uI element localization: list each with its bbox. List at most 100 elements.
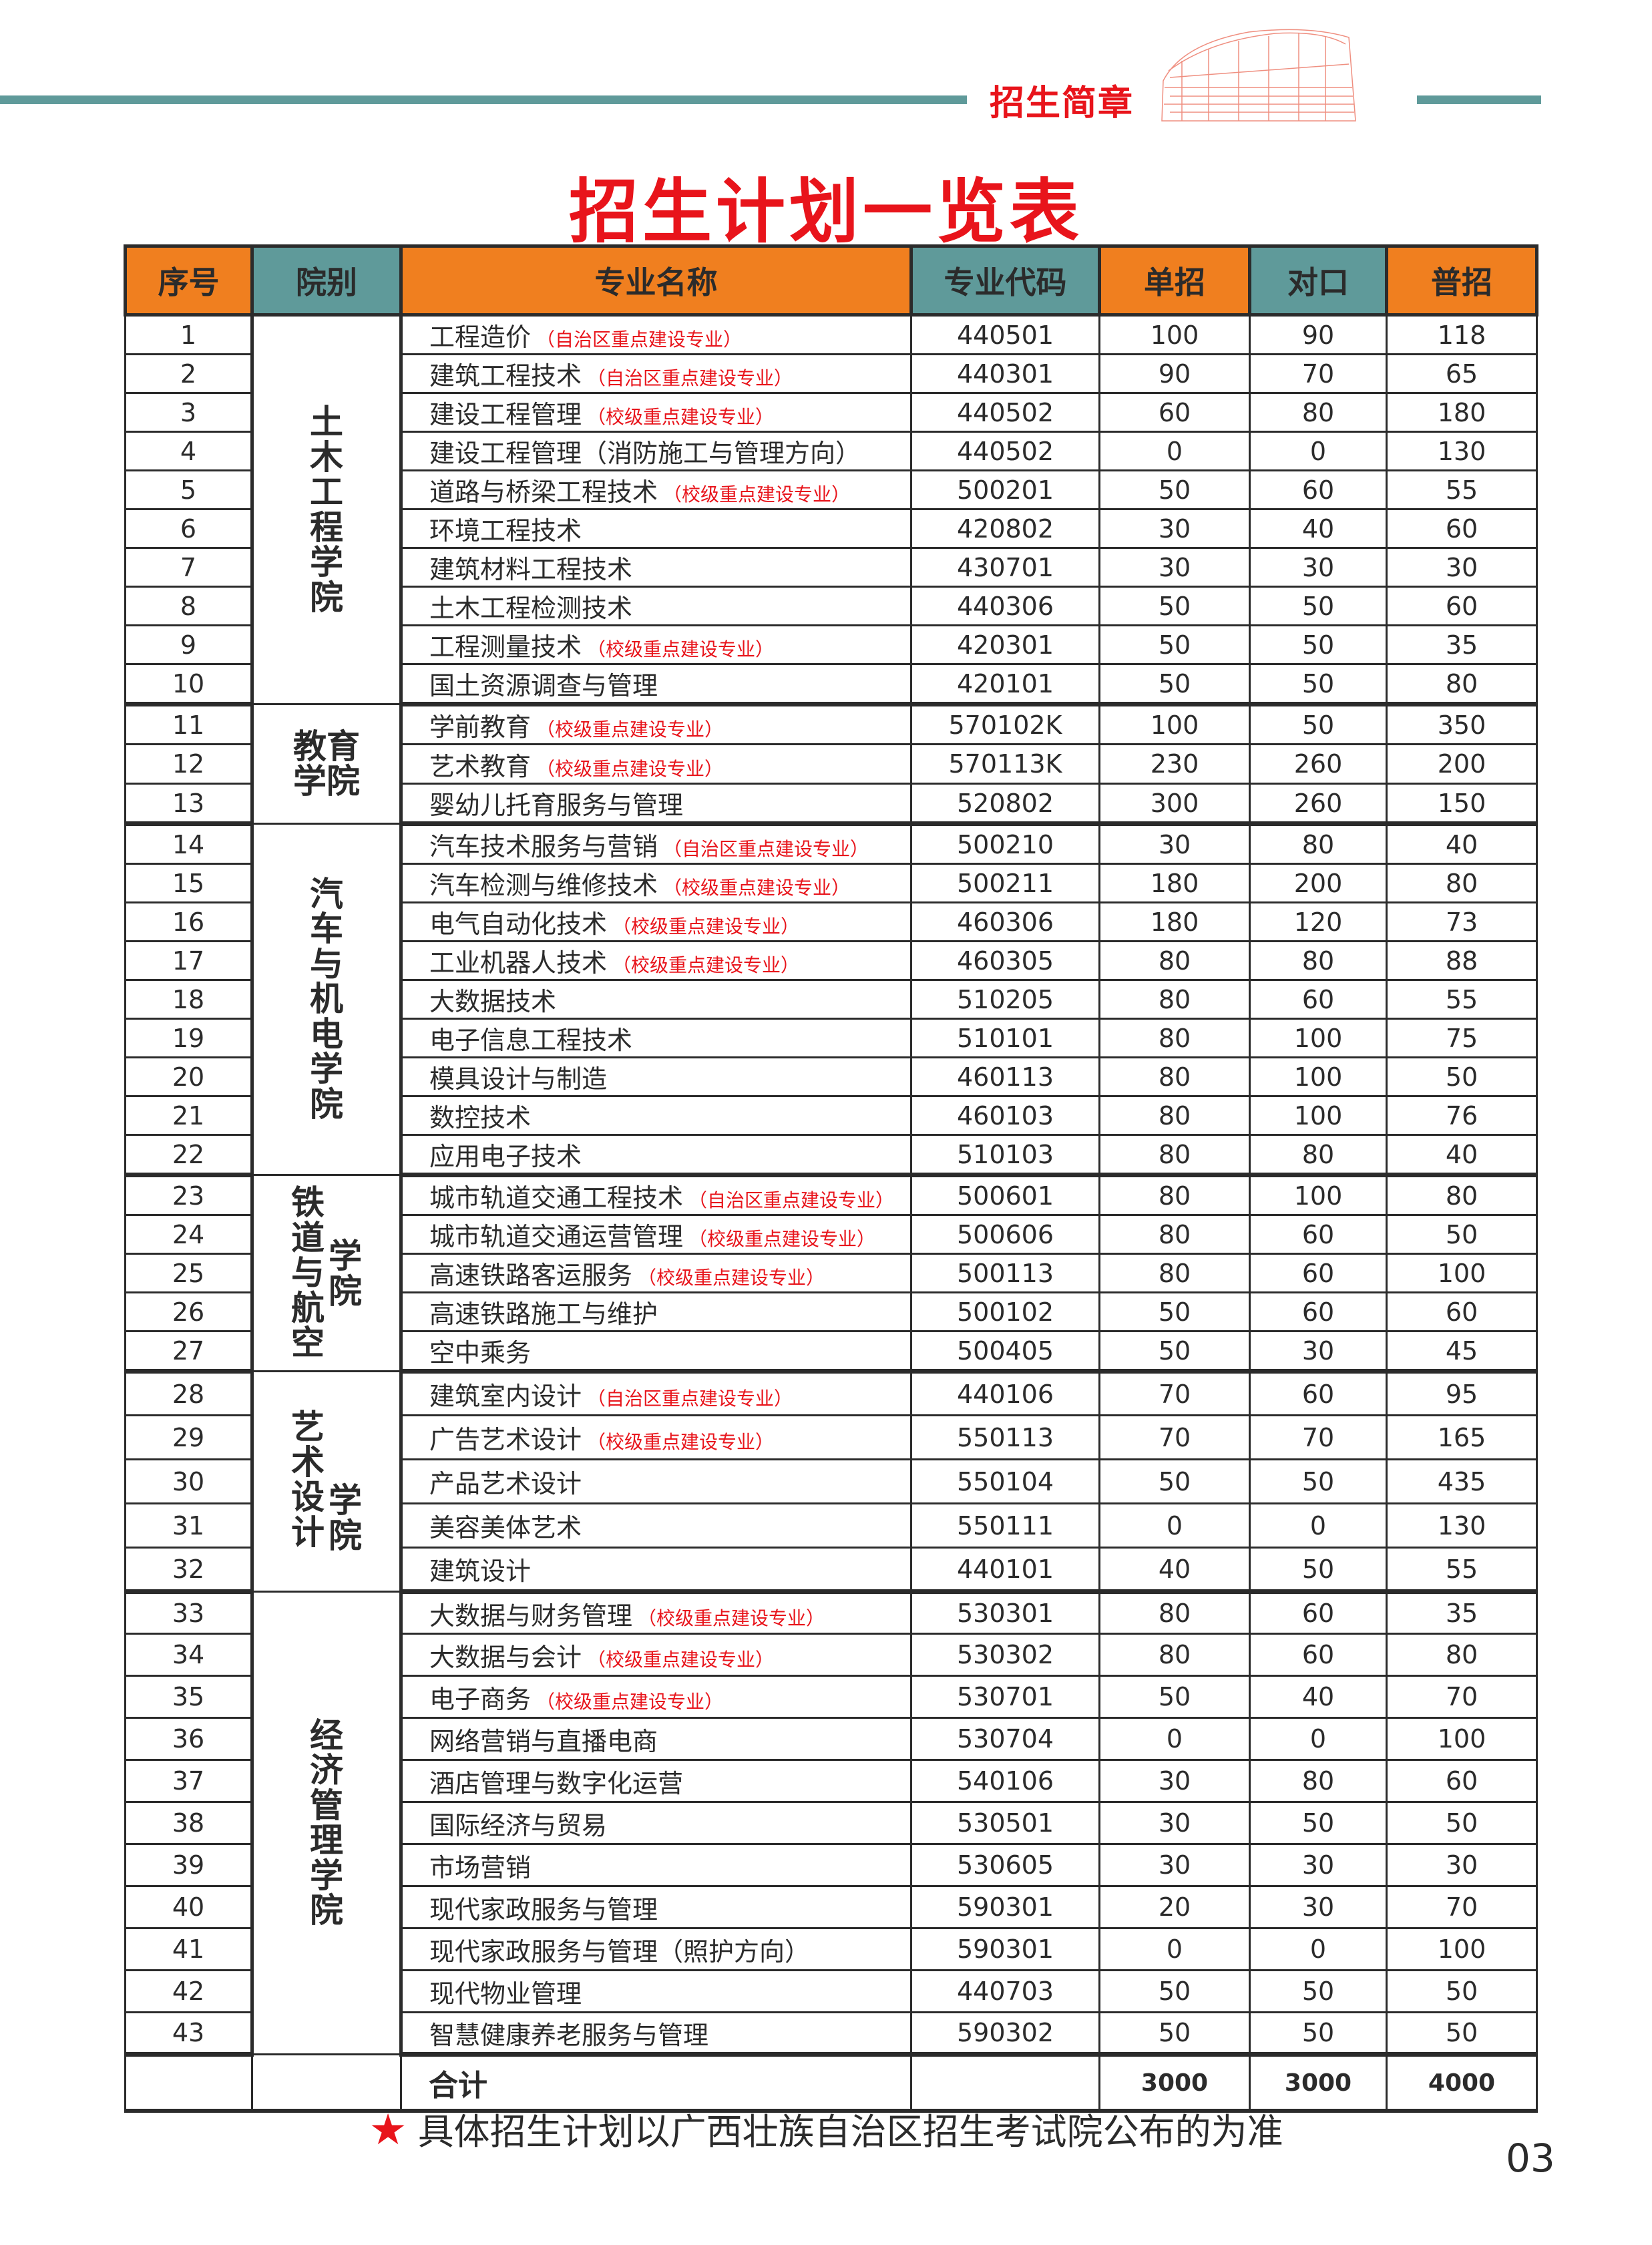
single-exam-quota: 50: [1098, 469, 1251, 510]
vocational-quota: 60: [1249, 1291, 1388, 1332]
table-row: 11 教育学院 学前教育 （校级重点建设专业） 570102K 100 50 350: [124, 703, 1538, 825]
major-name-text: 高速铁路客运服务: [429, 1261, 633, 1290]
college-name: 教育学院: [250, 703, 403, 825]
table-row: 39 市场营销 530605 30 30 30: [124, 1843, 1538, 1887]
vocational-quota: 90: [1249, 314, 1388, 355]
major-code: 550104: [910, 1458, 1100, 1504]
table-row: 36 网络营销与直播电商 530704 0 0 100: [124, 1717, 1538, 1761]
major-name-text: 建设工程管理（消防施工与管理方向）: [429, 439, 861, 468]
major-name-text: 现代物业管理: [429, 1979, 582, 2009]
single-exam-quota: 80: [1098, 1018, 1251, 1058]
vocational-quota: 30: [1249, 1885, 1388, 1929]
major-name-text: 电子商务: [429, 1684, 532, 1714]
key-major-note: （校级重点建设专业）: [536, 1690, 724, 1713]
major-name: 建设工程管理（消防施工与管理方向）: [400, 431, 912, 471]
major-name: 建设工程管理 （校级重点建设专业）: [400, 392, 912, 433]
single-exam-quota: 30: [1098, 1801, 1251, 1845]
general-quota: 95: [1386, 1370, 1538, 1416]
college-name-text: 经济管理学院: [310, 1715, 343, 1930]
single-exam-quota: 90: [1098, 353, 1251, 394]
major-name-text: 建筑工程技术: [429, 361, 582, 391]
major-name-text: 大数据与会计: [429, 1642, 582, 1672]
table-row: 22 应用电子技术 510103 80 80 40: [124, 1134, 1538, 1177]
single-exam-quota: 80: [1098, 1591, 1251, 1635]
major-name: 建筑材料工程技术: [400, 547, 912, 588]
table-row: 8 土木工程检测技术 440306 50 50 60: [124, 586, 1538, 626]
single-exam-quota: 80: [1098, 1134, 1251, 1177]
major-name: 国土资源调查与管理: [400, 663, 912, 706]
total-empty-cell: [910, 2053, 1100, 2113]
major-name: 汽车技术服务与营销 （自治区重点建设专业）: [400, 823, 912, 865]
major-name-text: 数控技术: [429, 1103, 532, 1133]
major-name: 模具设计与制造: [400, 1056, 912, 1097]
table-row: 12 艺术教育 （校级重点建设专业） 570113K 230 260 200: [124, 743, 1538, 785]
row-number: 37: [124, 1759, 253, 1803]
header-rule-right: [1417, 95, 1541, 104]
college-name: 铁道与航空学院: [250, 1174, 403, 1372]
table-row: 25 高速铁路客运服务 （校级重点建设专业） 500113 80 60 100: [124, 1253, 1538, 1293]
major-code: 420101: [910, 663, 1100, 706]
key-major-note: （校级重点建设专业）: [587, 638, 775, 660]
row-number: 41: [124, 1927, 253, 1971]
single-exam-quota: 80: [1098, 1056, 1251, 1097]
major-name: 应用电子技术: [400, 1134, 912, 1177]
major-code: 530704: [910, 1717, 1100, 1761]
vocational-quota: 50: [1249, 1801, 1388, 1845]
single-exam-quota: 50: [1098, 1291, 1251, 1332]
major-code: 550111: [910, 1502, 1100, 1549]
total-empty-cell: [251, 2053, 402, 2113]
college-name-part: 铁道与航空: [291, 1183, 325, 1363]
brand-label: 招生简章: [990, 83, 1134, 124]
major-name: 建筑室内设计 （自治区重点建设专业）: [400, 1370, 912, 1416]
table-row: 43 智慧健康养老服务与管理 590302 50 50 50: [124, 2011, 1538, 2057]
table-row: 37 酒店管理与数字化运营 540106 30 80 60: [124, 1759, 1538, 1803]
general-quota: 100: [1386, 1927, 1538, 1971]
vocational-quota: 0: [1249, 1927, 1388, 1971]
major-code: 500405: [910, 1330, 1100, 1374]
single-exam-quota: 230: [1098, 743, 1251, 785]
general-quota: 50: [1386, 1801, 1538, 1845]
row-number: 17: [124, 940, 253, 981]
major-code: 500606: [910, 1214, 1100, 1255]
general-quota: 50: [1386, 1056, 1538, 1097]
single-exam-quota: 30: [1098, 823, 1251, 865]
general-quota: 50: [1386, 1969, 1538, 2013]
major-name: 国际经济与贸易: [400, 1801, 912, 1845]
vocational-quota: 100: [1249, 1095, 1388, 1136]
major-name-text: 酒店管理与数字化运营: [429, 1768, 684, 1798]
single-exam-quota: 50: [1098, 1458, 1251, 1504]
major-code: 460305: [910, 940, 1100, 981]
vocational-quota: 0: [1249, 431, 1388, 471]
row-number: 10: [124, 663, 253, 706]
single-exam-quota: 0: [1098, 1717, 1251, 1761]
row-number: 6: [124, 508, 253, 549]
major-code: 440502: [910, 392, 1100, 433]
single-exam-quota: 50: [1098, 586, 1251, 626]
general-quota: 435: [1386, 1458, 1538, 1504]
single-exam-quota: 50: [1098, 1330, 1251, 1374]
general-quota: 55: [1386, 979, 1538, 1020]
vocational-quota: 80: [1249, 392, 1388, 433]
general-quota: 60: [1386, 508, 1538, 549]
major-name: 电子信息工程技术: [400, 1018, 912, 1058]
table-row: 10 国土资源调查与管理 420101 50 50 80: [124, 663, 1538, 706]
row-number: 19: [124, 1018, 253, 1058]
table-row: 1 土木工程学院 工程造价 （自治区重点建设专业） 440501 100 90 118: [124, 314, 1538, 705]
college-name: 土木工程学院: [250, 314, 403, 705]
general-quota: 75: [1386, 1018, 1538, 1058]
major-code: 540106: [910, 1759, 1100, 1803]
major-code: 590302: [910, 2011, 1100, 2057]
key-major-note: （校级重点建设专业）: [612, 915, 800, 938]
vocational-quota: 60: [1249, 1214, 1388, 1255]
general-quota: 100: [1386, 1253, 1538, 1293]
row-number: 21: [124, 1095, 253, 1136]
major-name: 环境工程技术: [400, 508, 912, 549]
major-name-text: 市场营销: [429, 1852, 532, 1882]
major-name: 产品艺术设计: [400, 1458, 912, 1504]
key-major-note: （校级重点建设专业）: [612, 954, 800, 976]
general-quota: 165: [1386, 1414, 1538, 1460]
major-name-text: 汽车检测与维修技术: [429, 871, 658, 900]
vocational-quota: 60: [1249, 1253, 1388, 1293]
major-name-text: 工程测量技术: [429, 632, 582, 662]
key-major-note: （校级重点建设专业）: [536, 757, 724, 780]
